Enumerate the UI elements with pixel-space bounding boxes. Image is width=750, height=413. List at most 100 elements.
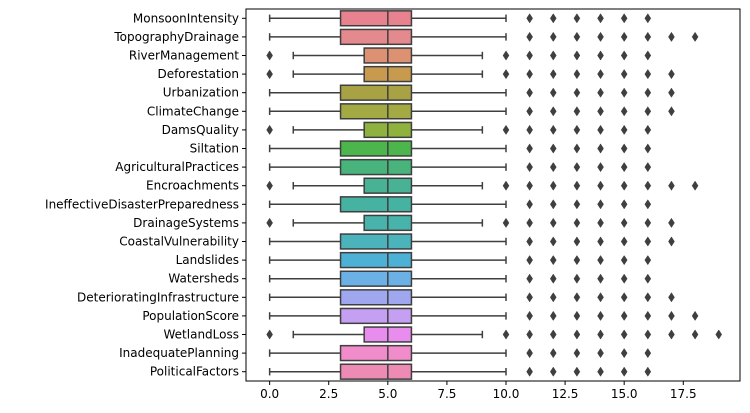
box (339, 196, 413, 213)
y-tick-label: Encroachments (146, 179, 239, 193)
outlier-point (668, 329, 675, 340)
outlier-point (620, 310, 628, 321)
outlier-point (691, 329, 699, 340)
box (339, 307, 413, 325)
box (339, 344, 413, 362)
outlier-point (573, 255, 581, 266)
y-tick-label: Deforestation (157, 67, 239, 81)
outlier-point (266, 50, 273, 61)
outlier-point (573, 236, 581, 247)
outlier-point (573, 366, 581, 377)
outlier-point (549, 329, 557, 340)
outlier-point (266, 124, 273, 135)
outlier-point (597, 310, 604, 321)
outlier-point (597, 199, 604, 210)
outlier-point (620, 106, 628, 117)
box (339, 140, 413, 157)
outlier-point (644, 292, 652, 303)
outlier-point (597, 124, 604, 135)
y-tick-label: TopographyDrainage (113, 30, 239, 44)
outlier-point (620, 87, 628, 98)
outlier-point (573, 348, 581, 359)
y-tick-label: ClimateChange (147, 104, 239, 118)
y-tick-label: Urbanization (163, 86, 239, 100)
y-tick-label: WetlandLoss (164, 328, 239, 342)
x-tick-label: 5.0 (378, 387, 397, 401)
outlier-point (526, 13, 533, 24)
outlier-point (668, 310, 675, 321)
outlier-point (526, 199, 533, 210)
outlier-point (573, 31, 581, 42)
y-tick-label: DrainageSystems (133, 216, 239, 230)
outlier-point (526, 366, 533, 377)
x-axis: 0.0 2.5 5.0 7.5 10.0 12.5 15.0 17.5 (260, 381, 697, 401)
outlier-point (549, 348, 557, 359)
outlier-point (644, 217, 652, 228)
outlier-point (620, 366, 628, 377)
y-tick-label: InadequatePlanning (119, 346, 239, 360)
outlier-point (715, 329, 723, 340)
outlier-point (597, 348, 604, 359)
y-tick-label: PoliticalFactors (150, 365, 239, 379)
outlier-point (597, 13, 604, 24)
outlier-point (644, 69, 652, 80)
outlier-point (573, 292, 581, 303)
outlier-point (620, 180, 628, 191)
outlier-point (620, 143, 628, 154)
outlier-point (668, 106, 675, 117)
outlier-point (691, 31, 699, 42)
y-tick-label: AgriculturalPractices (115, 160, 239, 174)
outlier-point (620, 236, 628, 247)
outlier-point (502, 69, 510, 80)
outlier-point (644, 162, 652, 173)
outlier-point (573, 310, 581, 321)
outlier-point (644, 273, 652, 284)
outlier-point (526, 69, 533, 80)
outlier-point (597, 255, 604, 266)
outlier-point (549, 31, 557, 42)
box-group (268, 84, 675, 101)
outlier-point (597, 329, 604, 340)
box-group (268, 344, 652, 362)
outlier-point (573, 13, 581, 24)
box (339, 158, 413, 176)
outlier-point (620, 31, 628, 42)
box (339, 103, 413, 120)
outlier-point (573, 162, 581, 173)
outlier-point (644, 199, 652, 210)
box (339, 270, 413, 287)
outlier-point (549, 69, 557, 80)
box (339, 28, 413, 46)
outlier-point (549, 180, 557, 191)
box (339, 363, 413, 380)
outlier-point (668, 87, 675, 98)
outlier-point (502, 329, 510, 340)
outlier-point (597, 162, 604, 173)
box (339, 233, 413, 250)
outlier-point (620, 292, 628, 303)
outlier-point (526, 273, 533, 284)
outlier-point (573, 50, 581, 61)
outlier-point (573, 273, 581, 284)
outlier-point (691, 180, 699, 191)
outlier-point (549, 50, 557, 61)
outlier-point (549, 87, 557, 98)
box-group (266, 47, 652, 64)
y-tick-label: Landslides (176, 253, 239, 267)
outlier-point (266, 180, 273, 191)
outlier-point (573, 87, 581, 98)
outlier-point (620, 162, 628, 173)
outlier-point (668, 31, 675, 42)
outlier-point (573, 180, 581, 191)
box-group (268, 289, 675, 306)
outlier-point (549, 162, 557, 173)
outlier-point (597, 236, 604, 247)
outlier-point (597, 292, 604, 303)
x-tick-label: 12.5 (552, 387, 579, 401)
outlier-point (526, 50, 533, 61)
outlier-point (644, 124, 652, 135)
y-tick-label: Siltation (190, 142, 239, 156)
box-group (266, 121, 652, 139)
outlier-point (526, 31, 533, 42)
